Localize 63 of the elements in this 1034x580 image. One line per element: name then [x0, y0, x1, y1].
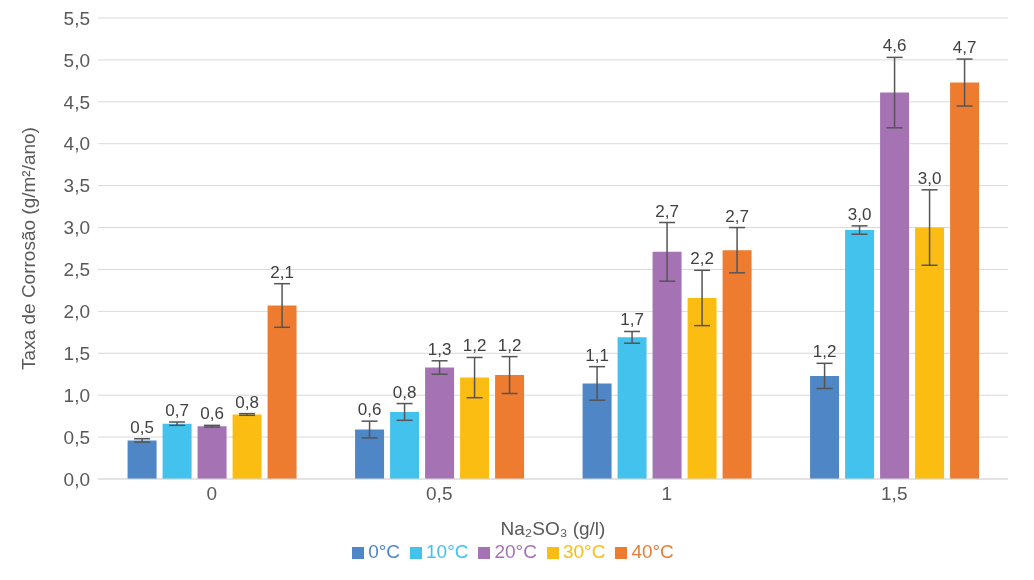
bar — [267, 305, 297, 479]
y-tick-label: 1,0 — [63, 384, 90, 406]
data-label: 2,1 — [270, 262, 294, 282]
legend-label: 20°C — [494, 541, 537, 562]
data-label: 1,2 — [462, 336, 487, 356]
bar — [652, 251, 682, 479]
bar — [197, 426, 227, 479]
y-tick-label: 0,0 — [63, 468, 90, 490]
bar — [687, 297, 717, 479]
y-tick-label: 4,0 — [63, 133, 90, 155]
bar — [845, 230, 875, 479]
data-label: 2,2 — [690, 249, 714, 269]
data-label: 0,6 — [357, 400, 382, 420]
y-axis-title: Taxa de Corrosão (g/m²/ano) — [17, 127, 39, 370]
data-label: 1,2 — [497, 335, 522, 355]
y-tick-label: 5,0 — [63, 49, 90, 71]
bar — [390, 411, 420, 479]
bar — [950, 82, 980, 479]
data-label: 4,7 — [952, 38, 977, 58]
y-tick-label: 3,0 — [63, 217, 90, 239]
x-tick-label: 0 — [206, 483, 218, 505]
y-tick-label: 3,5 — [63, 175, 90, 197]
y-tick-label: 2,5 — [63, 259, 90, 281]
bar — [915, 227, 945, 479]
legend-label: 30°C — [562, 541, 606, 562]
data-label: 0,8 — [235, 392, 259, 412]
y-tick-label: 4,5 — [63, 91, 90, 113]
data-label: 0,8 — [392, 382, 417, 402]
x-tick-label: 1 — [661, 483, 673, 505]
bar — [425, 367, 455, 479]
data-label: 0,7 — [165, 401, 189, 420]
bar — [460, 377, 490, 479]
legend-label: 0°C — [368, 541, 401, 562]
y-tick-label: 2,0 — [63, 301, 90, 323]
bar — [232, 414, 262, 479]
data-label: 2,7 — [655, 201, 679, 221]
bar — [127, 440, 157, 479]
y-tick-label: 1,5 — [63, 343, 90, 365]
x-tick-label: 1,5 — [881, 483, 908, 505]
data-label: 4,6 — [882, 36, 907, 56]
data-label: 3,0 — [917, 168, 942, 188]
bar — [355, 429, 385, 479]
x-tick-label: 0,5 — [426, 483, 453, 505]
data-label: 1,2 — [812, 342, 837, 362]
data-label: 1,1 — [585, 345, 609, 365]
data-label: 1,3 — [427, 339, 452, 359]
bar — [810, 375, 840, 479]
data-label: 0,5 — [130, 417, 154, 437]
y-tick-label: 0,5 — [63, 426, 90, 448]
bar — [722, 250, 752, 479]
data-label: 2,7 — [725, 206, 749, 226]
bar — [582, 383, 612, 479]
legend-label: 40°C — [631, 541, 674, 562]
bar — [617, 337, 647, 479]
y-tick-label: 5,5 — [63, 7, 90, 29]
bar — [495, 375, 525, 479]
x-axis-title: Na₂SO₃ (g/l) — [500, 518, 606, 539]
bar — [880, 92, 910, 479]
bar — [162, 423, 192, 479]
data-label: 1,7 — [620, 310, 644, 330]
data-label: 0,6 — [200, 404, 224, 424]
data-label: 3,0 — [847, 204, 872, 224]
legend-label: 10°C — [426, 541, 469, 562]
